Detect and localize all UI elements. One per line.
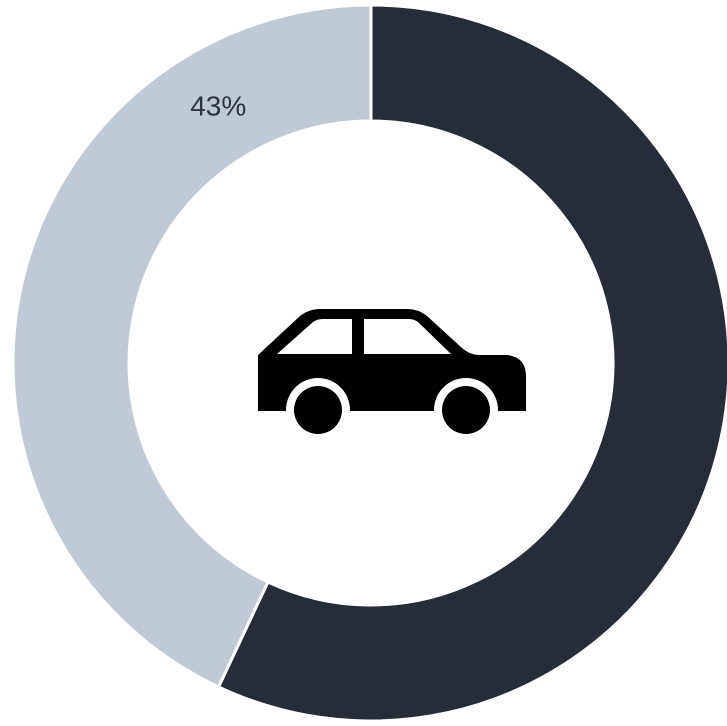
donut-slice-1 bbox=[11, 3, 373, 689]
slices-group bbox=[11, 3, 727, 723]
car-icon bbox=[258, 309, 526, 442]
slice-data-label-1: 43% bbox=[190, 91, 246, 122]
labels-group: 43% bbox=[190, 91, 246, 122]
donut-slice-0 bbox=[216, 3, 727, 723]
